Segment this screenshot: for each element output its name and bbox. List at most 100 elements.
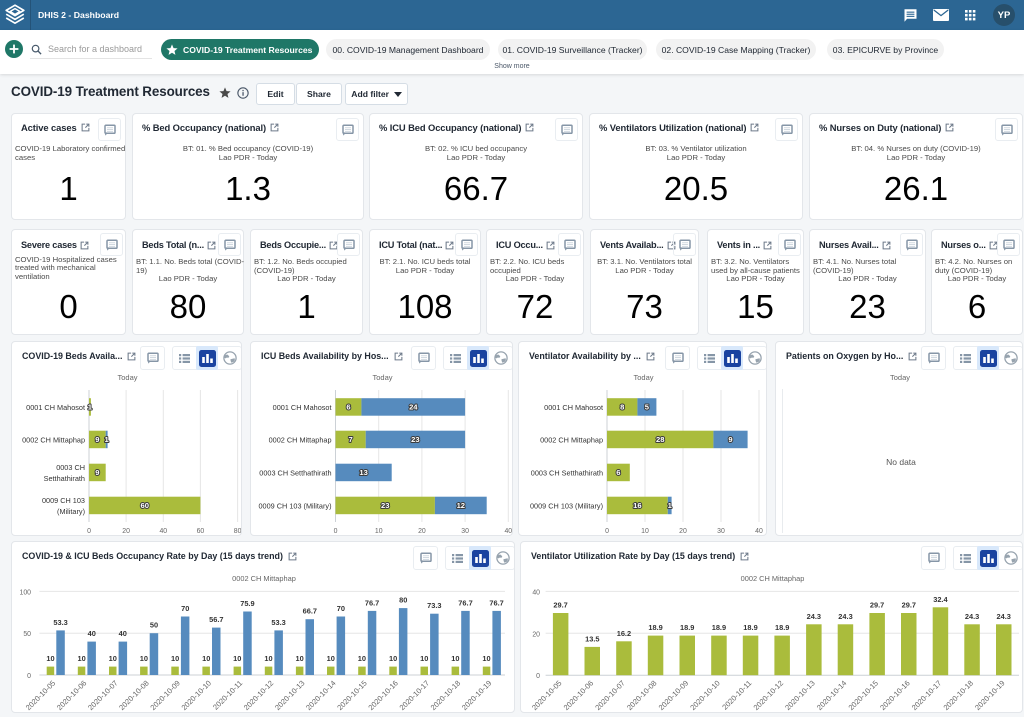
svg-text:0009 CH 103: 0009 CH 103 bbox=[42, 496, 85, 505]
svg-text:2020-10-19: 2020-10-19 bbox=[460, 679, 493, 712]
svg-text:80: 80 bbox=[234, 528, 242, 535]
svg-text:10: 10 bbox=[327, 654, 335, 663]
svg-text:(Military): (Military) bbox=[57, 507, 85, 516]
svg-text:No data: No data bbox=[886, 457, 916, 467]
svg-text:66.7: 66.7 bbox=[303, 607, 317, 616]
svg-text:40: 40 bbox=[504, 528, 512, 535]
svg-text:2020-10-11: 2020-10-11 bbox=[211, 679, 244, 712]
svg-text:28: 28 bbox=[656, 435, 664, 444]
svg-text:60: 60 bbox=[140, 501, 148, 510]
svg-text:6: 6 bbox=[616, 468, 620, 477]
svg-text:18.9: 18.9 bbox=[712, 623, 726, 632]
svg-text:10: 10 bbox=[358, 654, 366, 663]
svg-text:6: 6 bbox=[346, 403, 350, 412]
svg-text:40: 40 bbox=[159, 528, 167, 535]
svg-text:20: 20 bbox=[679, 528, 687, 535]
svg-text:18.9: 18.9 bbox=[648, 623, 662, 632]
svg-text:20: 20 bbox=[122, 528, 130, 535]
svg-text:10: 10 bbox=[295, 654, 303, 663]
svg-text:23: 23 bbox=[381, 501, 389, 510]
svg-text:0: 0 bbox=[334, 528, 338, 535]
svg-text:2020-10-13: 2020-10-13 bbox=[273, 679, 306, 712]
svg-text:24.3: 24.3 bbox=[838, 612, 852, 621]
svg-text:18.9: 18.9 bbox=[775, 623, 789, 632]
svg-text:1: 1 bbox=[88, 403, 93, 412]
svg-text:0001 CH Mahosot: 0001 CH Mahosot bbox=[26, 403, 85, 412]
svg-text:18.9: 18.9 bbox=[680, 623, 694, 632]
svg-text:2020-10-15: 2020-10-15 bbox=[847, 679, 880, 712]
svg-text:7: 7 bbox=[348, 435, 352, 444]
svg-text:30: 30 bbox=[717, 528, 725, 535]
svg-text:10: 10 bbox=[264, 654, 272, 663]
svg-text:23: 23 bbox=[411, 435, 419, 444]
svg-text:2020-10-17: 2020-10-17 bbox=[398, 679, 431, 712]
svg-text:9: 9 bbox=[728, 435, 732, 444]
svg-text:24: 24 bbox=[409, 403, 418, 412]
svg-text:9: 9 bbox=[95, 468, 99, 477]
svg-text:10: 10 bbox=[375, 528, 383, 535]
svg-text:Today: Today bbox=[117, 373, 137, 382]
svg-text:0: 0 bbox=[27, 673, 31, 680]
svg-text:0001 CH Mahosot: 0001 CH Mahosot bbox=[544, 403, 603, 412]
svg-text:2020-10-05: 2020-10-05 bbox=[530, 679, 563, 712]
svg-text:0: 0 bbox=[336, 468, 340, 477]
svg-text:2020-10-17: 2020-10-17 bbox=[910, 679, 943, 712]
svg-text:80: 80 bbox=[399, 596, 407, 605]
svg-text:20: 20 bbox=[532, 631, 540, 638]
svg-text:10: 10 bbox=[140, 654, 148, 663]
svg-text:2020-10-14: 2020-10-14 bbox=[304, 679, 337, 712]
svg-text:0: 0 bbox=[605, 528, 609, 535]
svg-text:20: 20 bbox=[418, 528, 426, 535]
svg-text:2020-10-15: 2020-10-15 bbox=[335, 679, 368, 712]
svg-text:40: 40 bbox=[88, 629, 96, 638]
svg-text:76.7: 76.7 bbox=[489, 598, 503, 607]
svg-text:0003 CH Setthathirath: 0003 CH Setthathirath bbox=[531, 469, 603, 478]
svg-text:9: 9 bbox=[95, 435, 99, 444]
svg-text:10: 10 bbox=[641, 528, 649, 535]
svg-text:10: 10 bbox=[46, 654, 54, 663]
svg-text:18.9: 18.9 bbox=[743, 623, 757, 632]
svg-text:16: 16 bbox=[633, 501, 641, 510]
svg-text:Today: Today bbox=[372, 373, 392, 382]
svg-text:56.7: 56.7 bbox=[209, 615, 223, 624]
svg-text:73.3: 73.3 bbox=[427, 601, 441, 610]
svg-text:2020-10-05: 2020-10-05 bbox=[24, 679, 57, 712]
svg-text:40: 40 bbox=[755, 528, 763, 535]
svg-text:76.7: 76.7 bbox=[458, 598, 472, 607]
svg-text:70: 70 bbox=[337, 604, 345, 613]
svg-text:0003 CH Setthathirath: 0003 CH Setthathirath bbox=[259, 469, 331, 478]
svg-text:2020-10-07: 2020-10-07 bbox=[593, 679, 626, 712]
svg-text:53.3: 53.3 bbox=[271, 618, 285, 627]
svg-text:50: 50 bbox=[150, 621, 158, 630]
svg-text:24.3: 24.3 bbox=[807, 612, 821, 621]
svg-text:2020-10-11: 2020-10-11 bbox=[720, 679, 753, 712]
svg-text:13: 13 bbox=[359, 468, 367, 477]
svg-text:24.3: 24.3 bbox=[965, 612, 979, 621]
svg-text:0002 CH Mittaphap: 0002 CH Mittaphap bbox=[22, 436, 85, 445]
svg-text:2020-10-14: 2020-10-14 bbox=[815, 679, 848, 712]
svg-text:10: 10 bbox=[482, 654, 490, 663]
svg-text:40: 40 bbox=[532, 589, 540, 596]
svg-text:1: 1 bbox=[668, 501, 673, 510]
svg-text:0002 CH Mittaphap: 0002 CH Mittaphap bbox=[269, 436, 332, 445]
svg-text:1: 1 bbox=[104, 435, 109, 444]
svg-text:0: 0 bbox=[536, 673, 540, 680]
svg-text:0: 0 bbox=[87, 528, 91, 535]
svg-text:12: 12 bbox=[457, 501, 465, 510]
svg-text:10: 10 bbox=[109, 654, 117, 663]
svg-text:40: 40 bbox=[119, 629, 127, 638]
svg-text:10: 10 bbox=[451, 654, 459, 663]
svg-text:0002 CH Mittaphap: 0002 CH Mittaphap bbox=[540, 436, 603, 445]
svg-text:0009 CH 103 (Military): 0009 CH 103 (Military) bbox=[530, 502, 603, 511]
svg-text:10: 10 bbox=[389, 654, 397, 663]
svg-text:16.2: 16.2 bbox=[617, 629, 631, 638]
svg-text:50: 50 bbox=[23, 631, 31, 638]
svg-text:10: 10 bbox=[171, 654, 179, 663]
svg-text:30: 30 bbox=[461, 528, 469, 535]
svg-text:2020-10-08: 2020-10-08 bbox=[625, 679, 658, 712]
svg-text:10: 10 bbox=[202, 654, 210, 663]
svg-text:2020-10-07: 2020-10-07 bbox=[86, 679, 119, 712]
svg-text:0002 CH Mittaphap: 0002 CH Mittaphap bbox=[232, 574, 296, 583]
svg-text:10: 10 bbox=[420, 654, 428, 663]
svg-text:Today: Today bbox=[633, 373, 653, 382]
